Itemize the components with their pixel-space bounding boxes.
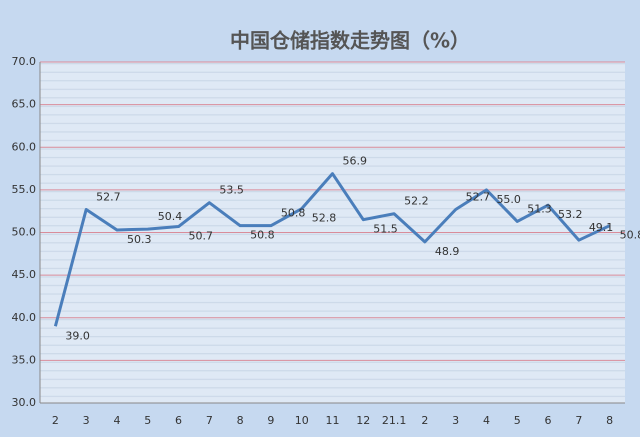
data-label: 50.4: [158, 210, 183, 223]
data-label: 49.1: [589, 221, 614, 234]
y-tick-label: 35.0: [12, 353, 37, 366]
y-tick-label: 45.0: [12, 268, 37, 281]
data-label: 52.2: [404, 195, 429, 208]
x-tick-label: 2: [52, 414, 59, 427]
x-tick-label: 21.1: [382, 414, 407, 427]
y-tick-label: 30.0: [12, 396, 37, 409]
y-tick-label: 60.0: [12, 140, 37, 153]
x-tick-label: 7: [206, 414, 213, 427]
x-tick-label: 5: [144, 414, 151, 427]
data-label: 50.7: [189, 230, 214, 243]
x-tick-label: 3: [452, 414, 459, 427]
data-label: 51.5: [373, 223, 398, 236]
data-label: 53.5: [219, 184, 244, 197]
data-label: 51.3: [527, 202, 552, 215]
data-label: 52.8: [312, 212, 337, 225]
x-tick-label: 7: [575, 414, 582, 427]
data-label: 56.9: [343, 155, 368, 168]
data-label: 52.7: [466, 190, 491, 203]
data-label: 53.2: [558, 208, 583, 221]
x-tick-label: 3: [83, 414, 90, 427]
x-tick-label: 12: [356, 414, 370, 427]
x-tick-label: 2: [421, 414, 428, 427]
data-label: 48.9: [435, 245, 460, 258]
y-tick-label: 65.0: [12, 98, 37, 111]
line: [53, 172, 611, 327]
data-label: 50.8: [620, 229, 640, 242]
x-tick-label: 6: [175, 414, 182, 427]
x-tick-label: 5: [514, 414, 521, 427]
x-tick-label: 10: [295, 414, 309, 427]
x-tick-label: 4: [113, 414, 120, 427]
x-tick-label: 8: [237, 414, 244, 427]
y-tick-label: 70.0: [12, 55, 37, 68]
x-tick-label: 11: [326, 414, 340, 427]
data-label: 55.0: [496, 193, 521, 206]
y-tick-label: 50.0: [12, 226, 37, 239]
data-label: 50.8: [281, 207, 306, 220]
x-tick-label: 8: [606, 414, 613, 427]
data-label: 52.7: [96, 190, 121, 203]
chart-title: 中国仓储指数走势图（%）: [230, 29, 470, 53]
data-label: 50.8: [250, 229, 275, 242]
data-label: 50.3: [127, 233, 152, 246]
x-tick-label: 6: [545, 414, 552, 427]
y-tick-label: 40.0: [12, 311, 37, 324]
y-tick-label: 55.0: [12, 183, 37, 196]
x-tick-label: 9: [267, 414, 274, 427]
data-label: 39.0: [65, 329, 90, 342]
x-tick-label: 4: [483, 414, 490, 427]
